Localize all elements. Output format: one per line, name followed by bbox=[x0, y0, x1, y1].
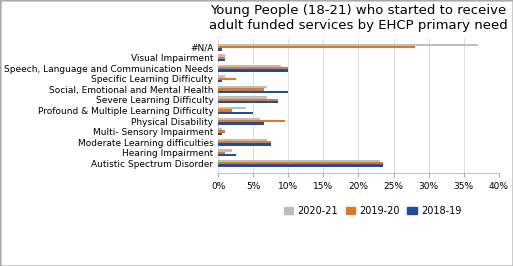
Bar bbox=[218, 149, 232, 152]
Bar bbox=[218, 44, 478, 46]
Bar bbox=[218, 141, 271, 143]
Bar bbox=[218, 86, 267, 88]
Bar bbox=[218, 80, 222, 82]
Bar bbox=[218, 75, 225, 78]
Bar bbox=[218, 57, 225, 59]
Bar bbox=[218, 88, 264, 90]
Bar bbox=[218, 118, 260, 120]
Bar bbox=[218, 101, 278, 103]
Bar bbox=[218, 152, 225, 154]
Bar bbox=[218, 139, 267, 141]
Bar bbox=[218, 97, 267, 99]
Bar bbox=[218, 107, 246, 109]
Bar bbox=[218, 160, 380, 162]
Bar bbox=[218, 99, 278, 101]
Bar bbox=[218, 162, 383, 164]
Title: Young People (18-21) who started to receive
adult funded services by EHCP primar: Young People (18-21) who started to rece… bbox=[209, 4, 508, 32]
Bar bbox=[218, 54, 225, 57]
Bar bbox=[218, 65, 281, 67]
Bar bbox=[218, 154, 235, 156]
Bar bbox=[218, 109, 232, 112]
Bar bbox=[218, 48, 222, 51]
Bar bbox=[218, 90, 288, 93]
Bar bbox=[218, 133, 222, 135]
Bar bbox=[218, 164, 383, 167]
Bar bbox=[218, 122, 264, 124]
Bar bbox=[218, 130, 225, 133]
Bar bbox=[218, 112, 253, 114]
Bar bbox=[218, 67, 288, 69]
Bar bbox=[218, 59, 225, 61]
Bar bbox=[218, 78, 235, 80]
Bar bbox=[218, 143, 271, 146]
Bar bbox=[218, 69, 288, 72]
Bar bbox=[218, 46, 415, 48]
Bar bbox=[218, 128, 222, 130]
Legend: 2020-21, 2019-20, 2018-19: 2020-21, 2019-20, 2018-19 bbox=[280, 202, 465, 219]
Bar bbox=[218, 120, 285, 122]
